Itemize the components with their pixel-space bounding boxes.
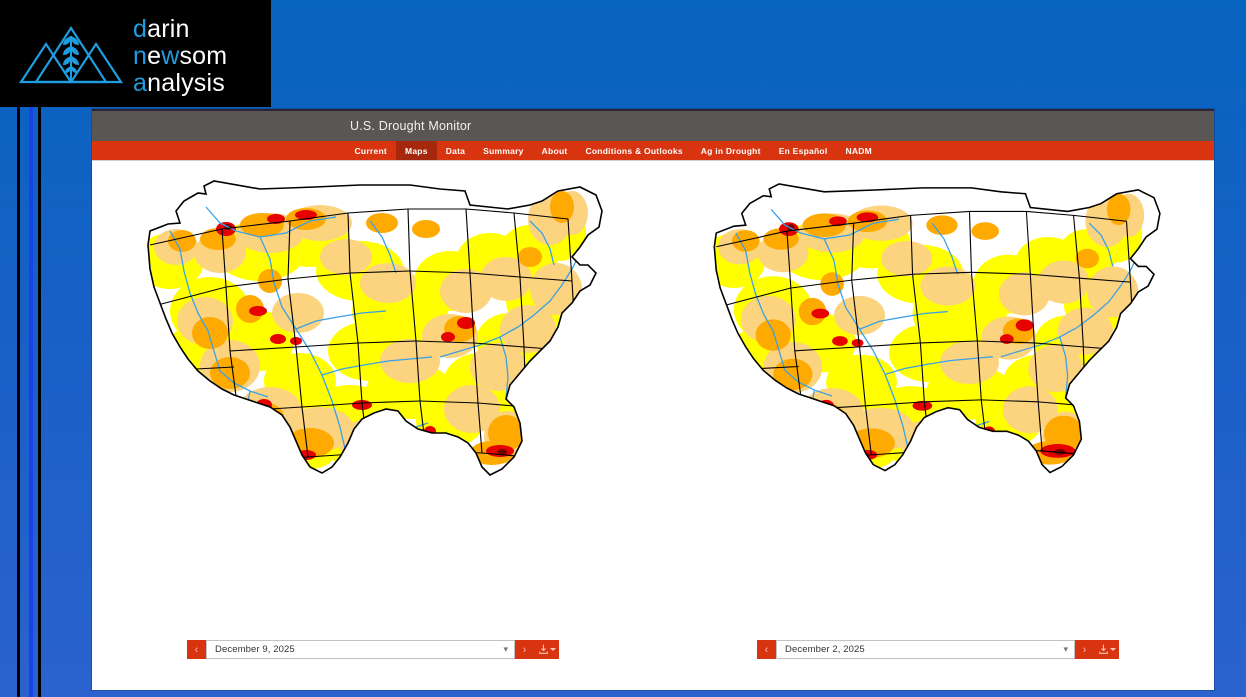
- brand-rest-e: e: [147, 42, 162, 70]
- brand-accent-a: a: [133, 69, 148, 97]
- maps-container: [92, 161, 1214, 690]
- decor-stripe-black-1: [17, 107, 20, 697]
- brand-accent-n: n: [133, 42, 148, 70]
- download-button-left[interactable]: [534, 640, 559, 659]
- next-date-button-left[interactable]: ›: [515, 640, 534, 659]
- brand-line-2: newsom: [133, 43, 227, 70]
- brand-line-3: analysis: [133, 70, 227, 97]
- nav-item-data[interactable]: Data: [445, 145, 466, 156]
- page-title: U.S. Drought Monitor: [350, 119, 472, 133]
- date-control-left[interactable]: ‹ December 9, 2025 ▾ ›: [187, 640, 559, 659]
- prev-date-button-left[interactable]: ‹: [187, 640, 206, 659]
- brand-line-1: darin: [133, 16, 227, 43]
- usdm-map-right-image: [713, 183, 1161, 474]
- drought-map-current[interactable]: [110, 161, 662, 521]
- next-date-button-right[interactable]: ›: [1075, 640, 1094, 659]
- brand-wordmark: darin newsom analysis: [133, 16, 227, 97]
- nav-item-summary[interactable]: Summary: [483, 145, 524, 156]
- mountains-wheat-logo-icon: [18, 25, 124, 84]
- download-button-right[interactable]: [1094, 640, 1119, 659]
- decor-stripe-black-2: [38, 107, 41, 697]
- dropdown-caret-icon: [1109, 648, 1116, 651]
- nav-item-en-espanol[interactable]: En Español: [778, 145, 828, 156]
- prev-date-button-right[interactable]: ‹: [757, 640, 776, 659]
- date-select-left[interactable]: December 9, 2025 ▾: [206, 640, 515, 659]
- brand-accent-d: d: [133, 15, 148, 43]
- window-title-bar: U.S. Drought Monitor: [92, 109, 1214, 141]
- date-value-left: December 9, 2025: [215, 644, 295, 655]
- brand-rest-som: som: [179, 42, 228, 70]
- brand-rest-nalysis: nalysis: [147, 69, 225, 97]
- nav-item-ag-in-drought[interactable]: Ag in Drought: [700, 145, 761, 156]
- nav-item-conditions-outlooks[interactable]: Conditions & Outlooks: [585, 145, 683, 156]
- chevron-down-icon: ▾: [1063, 644, 1068, 654]
- dropdown-caret-icon: [549, 648, 556, 651]
- nav-item-current[interactable]: Current: [354, 145, 387, 156]
- brand-plate: darin newsom analysis: [0, 0, 271, 107]
- brand-accent-w: w: [161, 42, 180, 70]
- date-value-right: December 2, 2025: [785, 644, 865, 655]
- browser-panel: U.S. Drought Monitor Current Maps Data S…: [92, 109, 1214, 690]
- nav-item-maps[interactable]: Maps: [396, 141, 437, 160]
- download-icon: [538, 644, 548, 654]
- nav-item-about[interactable]: About: [541, 145, 568, 156]
- decor-stripe-accent: [29, 107, 33, 697]
- date-control-right[interactable]: ‹ December 2, 2025 ▾ ›: [757, 640, 1119, 659]
- usdm-map-left-image: [147, 180, 603, 476]
- site-nav[interactable]: Current Maps Data Summary About Conditio…: [92, 141, 1214, 161]
- brand-rest-arin: arin: [147, 15, 190, 43]
- drought-map-previous[interactable]: [677, 161, 1217, 521]
- chevron-down-icon: ▾: [503, 644, 508, 654]
- nav-item-nadm[interactable]: NADM: [845, 145, 872, 156]
- date-select-right[interactable]: December 2, 2025 ▾: [776, 640, 1075, 659]
- download-icon: [1098, 644, 1108, 654]
